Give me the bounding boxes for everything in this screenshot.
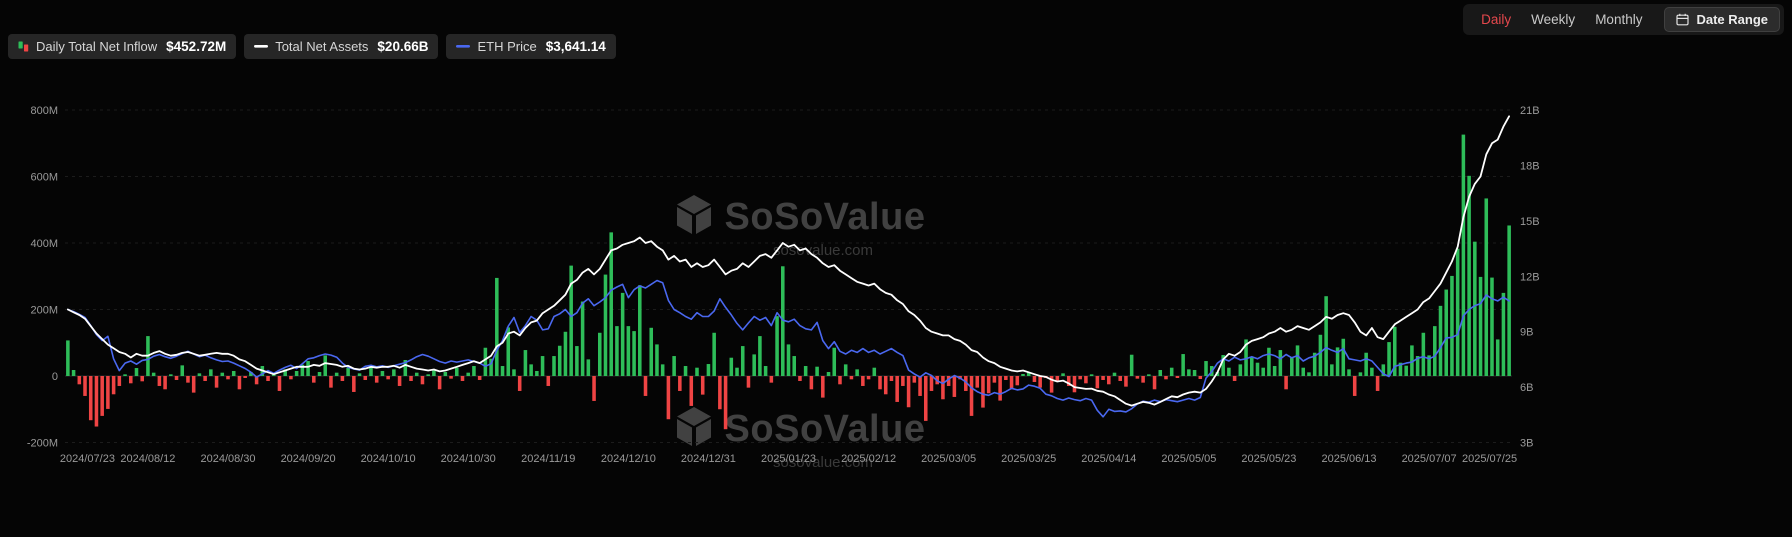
assets-line-icon bbox=[254, 44, 269, 49]
legend-item-daily-net-inflow[interactable]: Daily Total Net Inflow $452.72M bbox=[8, 34, 237, 59]
eth-line-icon bbox=[456, 44, 471, 49]
legend-label: Daily Total Net Inflow bbox=[36, 39, 158, 54]
calendar-icon bbox=[1676, 13, 1690, 26]
svg-text:600M: 600M bbox=[30, 172, 58, 184]
svg-text:2025/03/05: 2025/03/05 bbox=[921, 453, 976, 465]
svg-text:3B: 3B bbox=[1520, 438, 1533, 450]
period-toggle: Daily Weekly Monthly bbox=[1473, 9, 1650, 30]
legend-item-total-net-assets[interactable]: Total Net Assets $20.66B bbox=[244, 34, 439, 59]
svg-text:12B: 12B bbox=[1520, 271, 1540, 283]
svg-text:2024/08/12: 2024/08/12 bbox=[120, 453, 175, 465]
svg-text:2024/07/23: 2024/07/23 bbox=[60, 453, 115, 465]
legend-label: Total Net Assets bbox=[275, 39, 369, 54]
svg-text:2025/05/23: 2025/05/23 bbox=[1241, 453, 1296, 465]
svg-text:2024/10/30: 2024/10/30 bbox=[441, 453, 496, 465]
svg-text:2025/06/13: 2025/06/13 bbox=[1321, 453, 1376, 465]
legend-value: $20.66B bbox=[377, 39, 429, 54]
svg-text:18B: 18B bbox=[1520, 160, 1540, 172]
svg-text:2024/09/20: 2024/09/20 bbox=[281, 453, 336, 465]
period-daily-button[interactable]: Daily bbox=[1473, 9, 1519, 30]
svg-text:9B: 9B bbox=[1520, 327, 1533, 339]
svg-text:2025/03/25: 2025/03/25 bbox=[1001, 453, 1056, 465]
svg-text:2025/02/12: 2025/02/12 bbox=[841, 453, 896, 465]
date-range-label: Date Range bbox=[1696, 12, 1768, 27]
legend-value: $452.72M bbox=[166, 39, 227, 54]
date-range-button[interactable]: Date Range bbox=[1664, 7, 1780, 32]
svg-text:2024/12/31: 2024/12/31 bbox=[681, 453, 736, 465]
svg-text:15B: 15B bbox=[1520, 216, 1540, 228]
svg-text:2024/10/10: 2024/10/10 bbox=[361, 453, 416, 465]
period-weekly-button[interactable]: Weekly bbox=[1523, 9, 1583, 30]
svg-text:2025/07/25: 2025/07/25 bbox=[1462, 453, 1517, 465]
period-monthly-button[interactable]: Monthly bbox=[1587, 9, 1650, 30]
svg-text:400M: 400M bbox=[30, 238, 58, 250]
svg-text:2024/12/10: 2024/12/10 bbox=[601, 453, 656, 465]
svg-text:2025/04/14: 2025/04/14 bbox=[1081, 453, 1136, 465]
svg-text:2025/01/23: 2025/01/23 bbox=[761, 453, 816, 465]
chart-legend: Daily Total Net Inflow $452.72M Total Ne… bbox=[8, 34, 616, 59]
inflow-bars-icon bbox=[18, 41, 29, 52]
svg-text:-200M: -200M bbox=[27, 438, 58, 450]
svg-text:21B: 21B bbox=[1520, 105, 1540, 117]
svg-text:2025/05/05: 2025/05/05 bbox=[1161, 453, 1216, 465]
legend-value: $3,641.14 bbox=[545, 39, 606, 54]
chart-controls: Daily Weekly Monthly Date Range bbox=[1463, 4, 1784, 35]
svg-text:2025/07/07: 2025/07/07 bbox=[1402, 453, 1457, 465]
svg-text:800M: 800M bbox=[30, 105, 58, 117]
svg-text:2024/11/19: 2024/11/19 bbox=[521, 453, 575, 465]
legend-label: ETH Price bbox=[477, 39, 537, 54]
legend-item-eth-price[interactable]: ETH Price $3,641.14 bbox=[446, 34, 616, 59]
svg-text:6B: 6B bbox=[1520, 382, 1533, 394]
svg-text:0: 0 bbox=[52, 371, 58, 383]
svg-text:2024/08/30: 2024/08/30 bbox=[200, 453, 255, 465]
svg-text:200M: 200M bbox=[30, 305, 58, 317]
